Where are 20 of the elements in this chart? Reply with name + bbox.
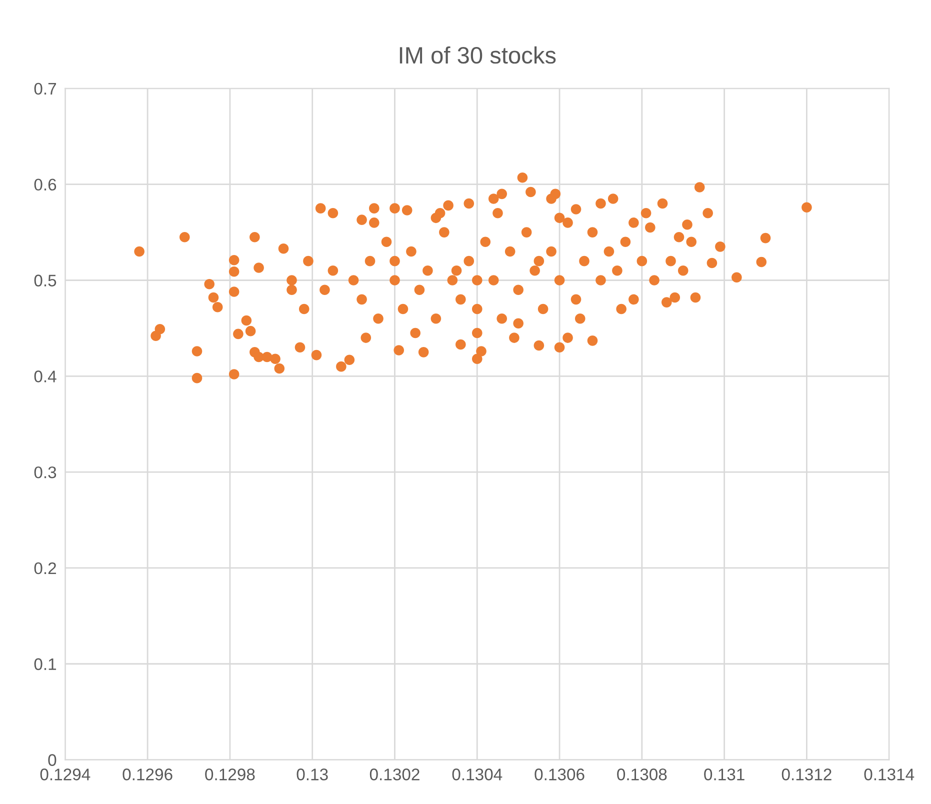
x-tick-label: 0.1296 xyxy=(122,768,172,780)
y-tick-label: 0.1 xyxy=(34,658,56,670)
x-tick-label: 0.131 xyxy=(704,768,744,780)
x-tick-label: 0.1308 xyxy=(617,768,667,780)
x-tick-label: 0.1294 xyxy=(40,768,90,780)
y-tick-label: 0.4 xyxy=(34,370,56,382)
y-tick-label: 0.7 xyxy=(34,82,56,95)
y-tick-label: 0.2 xyxy=(34,562,56,574)
x-tick-label: 0.1306 xyxy=(534,768,584,780)
y-tick-label: 0.6 xyxy=(34,178,56,191)
x-tick-label: 0.1302 xyxy=(370,768,420,780)
y-tick-label: 0.5 xyxy=(34,274,56,286)
x-tick-label: 0.13 xyxy=(296,768,328,780)
y-tick-label: 0.3 xyxy=(34,466,56,478)
x-tick-label: 0.1298 xyxy=(205,768,255,780)
x-tick-label: 0.1304 xyxy=(452,768,502,780)
x-tick-label: 0.1314 xyxy=(864,768,914,780)
x-tick-label: 0.1312 xyxy=(782,768,832,780)
chart-title: IM of 30 stocks xyxy=(400,46,556,64)
y-tick-label: 0 xyxy=(48,754,56,766)
